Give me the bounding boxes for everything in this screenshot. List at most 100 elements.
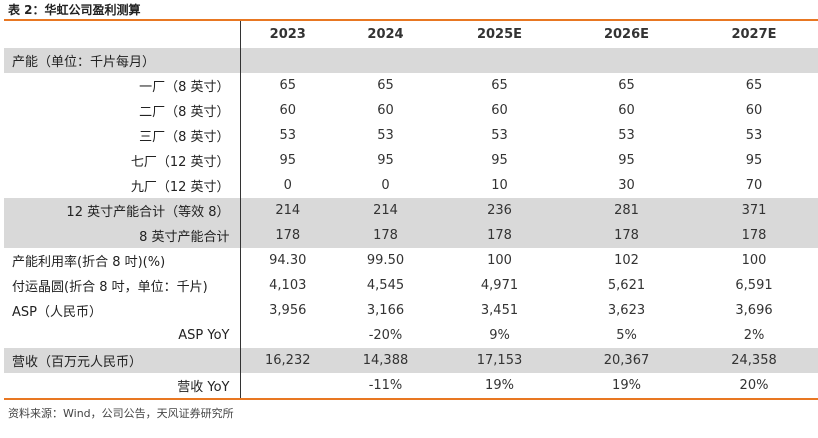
cell: 214 <box>335 198 436 223</box>
cell: 60 <box>491 103 508 118</box>
cell: 65 <box>491 78 508 93</box>
cell: 60 <box>745 103 763 118</box>
row-label: 营收（百万元人民币） <box>4 348 241 373</box>
cell: 4,971 <box>480 278 519 293</box>
cell: 60 <box>618 103 635 118</box>
cell: -11% <box>368 378 403 393</box>
cell: 70 <box>745 178 763 193</box>
cell: 24,358 <box>690 348 818 373</box>
cell: 0 <box>381 178 390 193</box>
cell: 60 <box>279 103 297 118</box>
cell: 371 <box>690 198 818 223</box>
cell: 3,166 <box>366 303 405 318</box>
cell: 5,621 <box>607 278 646 293</box>
cell: 95 <box>618 153 635 168</box>
row-label: 七厂（12 英寸） <box>4 148 241 173</box>
cell: 53 <box>377 128 394 143</box>
cell: 100 <box>487 253 512 268</box>
cell: 53 <box>491 128 508 143</box>
cell <box>240 323 335 348</box>
cell: 16,232 <box>240 348 335 373</box>
cell: 5% <box>616 328 637 343</box>
cell: 65 <box>279 78 297 93</box>
table-row: 七厂（12 英寸） 95 95 95 95 95 <box>4 148 818 173</box>
cell <box>690 48 818 73</box>
cell: 178 <box>690 223 818 248</box>
cell: 236 <box>436 198 563 223</box>
year-header: 2023 <box>269 27 306 42</box>
row-label: 三厂（8 英寸） <box>4 123 241 148</box>
year-header: 2025E <box>476 27 523 42</box>
table-row: 付运晶圆(折合 8 吋，单位：千片) 4,103 4,545 4,971 5,6… <box>4 273 818 298</box>
cell: 14,388 <box>335 348 436 373</box>
earnings-forecast-table: 2023 2024 2025E 2026E 2027E 产能（单位：千片每月） … <box>4 21 818 398</box>
row-label: ASP（人民币） <box>4 298 241 323</box>
cell: 19% <box>485 378 514 393</box>
row-label: ASP YoY <box>4 323 241 348</box>
table-row: 二厂（8 英寸） 60 60 60 60 60 <box>4 98 818 123</box>
table-row: 8 英寸产能合计 178 178 178 178 178 <box>4 223 818 248</box>
cell: -20% <box>368 328 403 343</box>
cell: 99.50 <box>366 253 405 268</box>
cell: 3,451 <box>480 303 519 318</box>
cell: 2% <box>743 328 765 343</box>
row-label: 营收 YoY <box>4 373 241 398</box>
row-label: 12 英寸产能合计（等效 8） <box>4 198 241 223</box>
cell: 19% <box>612 378 641 393</box>
cell: 17,153 <box>436 348 563 373</box>
table-row: 营收（百万元人民币） 16,232 14,388 17,153 20,367 2… <box>4 348 818 373</box>
header-row: 2023 2024 2025E 2026E 2027E <box>4 21 818 48</box>
cell: 0 <box>283 178 292 193</box>
cell: 65 <box>377 78 394 93</box>
table-row: ASP YoY -20% 9% 5% 2% <box>4 323 818 348</box>
table-row: 产能利用率(折合 8 吋)(%) 94.30 99.50 100 102 100 <box>4 248 818 273</box>
cell: 53 <box>745 128 763 143</box>
cell: 102 <box>614 253 639 268</box>
row-label: 8 英寸产能合计 <box>4 223 241 248</box>
cell: 95 <box>491 153 508 168</box>
table-row: 12 英寸产能合计（等效 8） 214 214 236 281 371 <box>4 198 818 223</box>
table-row: ASP（人民币） 3,956 3,166 3,451 3,623 3,696 <box>4 298 818 323</box>
table-row: 一厂（8 英寸） 65 65 65 65 65 <box>4 73 818 98</box>
cell <box>563 48 690 73</box>
row-label: 付运晶圆(折合 8 吋，单位：千片) <box>4 273 241 298</box>
cell: 178 <box>563 223 690 248</box>
cell: 9% <box>489 328 510 343</box>
cell: 6,591 <box>735 278 773 293</box>
cell: 214 <box>240 198 335 223</box>
cell: 60 <box>377 103 394 118</box>
cell: 65 <box>745 78 763 93</box>
cell: 178 <box>335 223 436 248</box>
row-label: 九厂（12 英寸） <box>4 173 241 198</box>
cell: 95 <box>279 153 297 168</box>
cell: 53 <box>618 128 635 143</box>
cell: 3,956 <box>269 303 307 318</box>
cell <box>436 48 563 73</box>
bottom-rule <box>4 398 818 400</box>
cell: 20% <box>739 378 769 393</box>
row-label: 一厂（8 英寸） <box>4 73 241 98</box>
cell: 95 <box>377 153 394 168</box>
row-label: 产能利用率(折合 8 吋)(%) <box>4 248 241 273</box>
cell: 65 <box>618 78 635 93</box>
cell: 10 <box>491 178 508 193</box>
year-header: 2026E <box>603 27 650 42</box>
table-row: 营收 YoY -11% 19% 19% 20% <box>4 373 818 398</box>
cell: 178 <box>436 223 563 248</box>
cell <box>335 48 436 73</box>
source-note: 资料来源：Wind，公司公告，天风证券研究所 <box>8 407 234 420</box>
table-title: 表 2：华虹公司盈利测算 <box>8 3 141 17</box>
cell: 94.30 <box>269 253 307 268</box>
row-label: 二厂（8 英寸） <box>4 98 241 123</box>
cell: 20,367 <box>563 348 690 373</box>
cell: 95 <box>745 153 763 168</box>
table-row: 九厂（12 英寸） 0 0 10 30 70 <box>4 173 818 198</box>
row-label: 产能（单位：千片每月） <box>4 48 241 73</box>
cell: 3,696 <box>735 303 773 318</box>
table-row: 产能（单位：千片每月） <box>4 48 818 73</box>
cell <box>240 48 335 73</box>
cell: 4,103 <box>269 278 307 293</box>
cell: 30 <box>618 178 635 193</box>
header-label-cell <box>4 21 241 48</box>
cell: 53 <box>279 128 297 143</box>
